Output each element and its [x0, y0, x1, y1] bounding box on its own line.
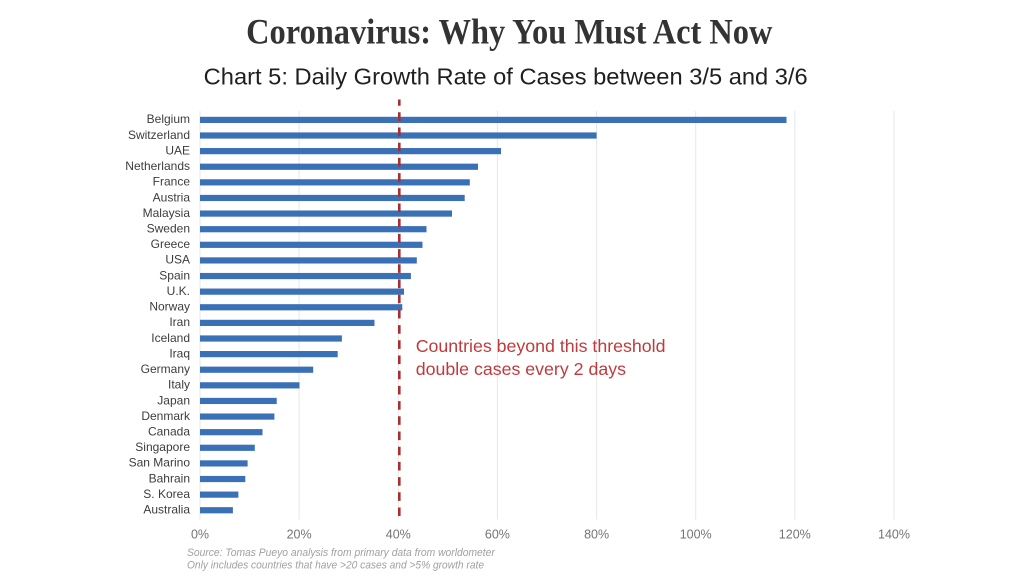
svg-text:Greece: Greece	[151, 237, 191, 251]
svg-text:Belgium: Belgium	[147, 112, 190, 126]
svg-text:Iceland: Iceland	[151, 331, 190, 345]
svg-text:San Marino: San Marino	[129, 456, 191, 470]
svg-text:Denmark: Denmark	[141, 409, 191, 423]
svg-text:Netherlands: Netherlands	[125, 159, 190, 173]
svg-text:Singapore: Singapore	[135, 440, 190, 454]
svg-text:Chart 5: Daily Growth Rate of: Chart 5: Daily Growth Rate of Cases betw…	[204, 63, 808, 89]
svg-text:Only includes countries that h: Only includes countries that have >20 ca…	[187, 560, 484, 572]
svg-text:Canada: Canada	[148, 424, 190, 438]
svg-text:20%: 20%	[287, 528, 312, 542]
svg-text:U.K.: U.K.	[167, 284, 190, 298]
svg-text:Iraq: Iraq	[169, 346, 190, 360]
svg-text:UAE: UAE	[165, 143, 190, 157]
svg-text:Switzerland: Switzerland	[128, 128, 190, 142]
svg-text:Source: Tomas Pueyo analysis f: Source: Tomas Pueyo analysis from primar…	[187, 547, 496, 559]
svg-text:S. Korea: S. Korea	[143, 487, 190, 501]
svg-text:USA: USA	[165, 253, 190, 267]
svg-text:double cases every 2 days: double cases every 2 days	[416, 359, 626, 379]
svg-text:0%: 0%	[191, 528, 209, 542]
svg-text:40%: 40%	[386, 528, 411, 542]
svg-text:Iran: Iran	[169, 315, 190, 329]
svg-text:Bahrain: Bahrain	[149, 471, 190, 485]
svg-text:Coronavirus: Why You Must Act: Coronavirus: Why You Must Act Now	[246, 11, 772, 51]
svg-text:Sweden: Sweden	[147, 222, 190, 236]
svg-text:60%: 60%	[485, 528, 510, 542]
svg-text:Austria: Austria	[153, 190, 191, 204]
svg-text:France: France	[153, 175, 191, 189]
svg-text:Malaysia: Malaysia	[143, 206, 191, 220]
svg-text:Norway: Norway	[149, 300, 190, 314]
svg-text:Australia: Australia	[143, 503, 190, 517]
svg-text:100%: 100%	[680, 528, 712, 542]
svg-text:Countries beyond this threshol: Countries beyond this threshold	[416, 336, 666, 356]
svg-text:Italy: Italy	[168, 378, 190, 392]
svg-text:120%: 120%	[779, 528, 811, 542]
svg-text:Germany: Germany	[141, 362, 190, 376]
svg-text:80%: 80%	[584, 528, 609, 542]
svg-text:140%: 140%	[878, 528, 910, 542]
svg-text:Japan: Japan	[157, 393, 190, 407]
svg-text:Spain: Spain	[159, 268, 190, 282]
